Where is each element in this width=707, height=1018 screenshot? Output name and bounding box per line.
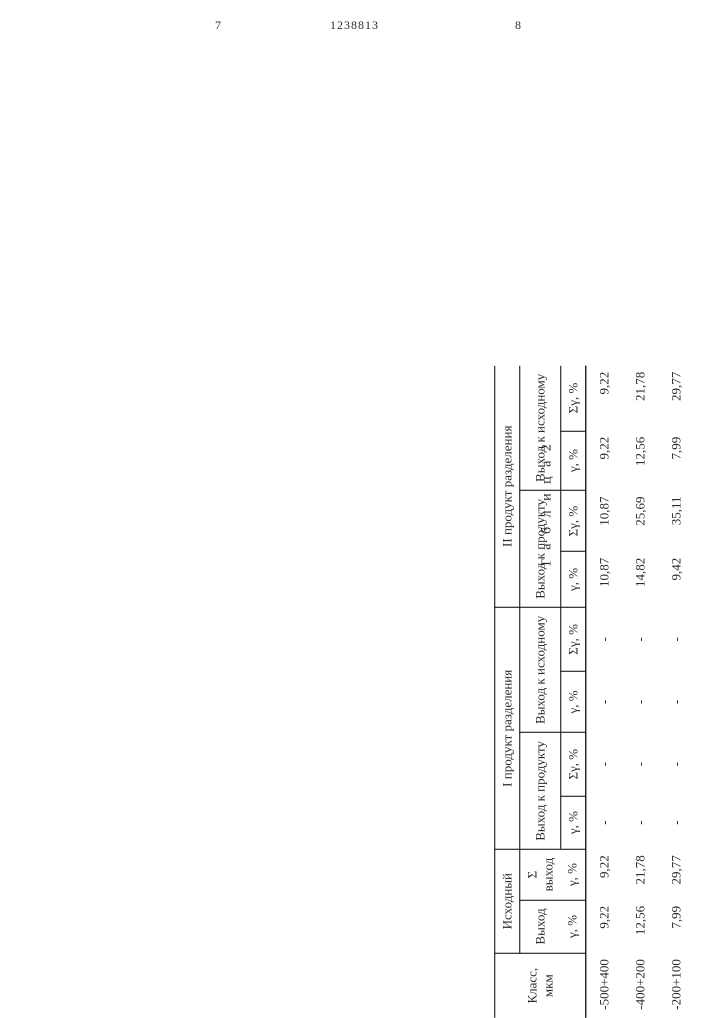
cell-p2_pg: 9,42 xyxy=(658,552,694,608)
hdr-p1-outprod: Выход к продукту xyxy=(520,732,561,849)
cell-p1_psg: - xyxy=(658,732,694,795)
cell-p2_og: 9,22 xyxy=(585,431,622,491)
hdr-p2o-gamma: γ, % xyxy=(560,431,585,491)
hdr-src-out: Выход xyxy=(520,900,561,953)
cell-p2_psg: 10,87 xyxy=(585,490,622,551)
cell-src_sg: 9,22 xyxy=(585,849,622,900)
cell-p2_og: 12,56 xyxy=(622,431,658,491)
cell-p2_psg: 25,69 xyxy=(622,490,658,551)
table-row: -200+1007,9929,77----9,4235,117,9929,77 xyxy=(658,366,694,1018)
cell-p1_pg: - xyxy=(658,796,694,849)
hdr-class: Класс, мкм xyxy=(495,953,586,1018)
cell-p2_osg: 56,43 xyxy=(694,366,707,431)
cell-p1_pg: - xyxy=(622,796,658,849)
cell-p2_osg: 9,22 xyxy=(585,366,622,431)
cell-p1_og: - xyxy=(694,671,707,732)
table-row: -500+4009,229,22----10,8710,879,229,22 xyxy=(585,366,622,1018)
cell-src_sg: 56,43 xyxy=(694,849,707,900)
cell-p1_osg: - xyxy=(585,607,622,671)
cell-src_sg: 29,77 xyxy=(658,849,694,900)
table-body: -500+4009,229,22----10,8710,879,229,22-4… xyxy=(585,366,707,1018)
cell-src_g: 7,99 xyxy=(658,900,694,953)
hdr-p1o-sumgamma: Σγ, % xyxy=(560,607,585,671)
cell-p2_psg: 35,11 xyxy=(658,490,694,551)
hdr-p1o-gamma: γ, % xyxy=(560,671,585,732)
cell-p2_osg: 21,78 xyxy=(622,366,658,431)
hdr-p1p-sumgamma: Σγ, % xyxy=(560,732,585,795)
hdr-p2o-sumgamma: Σγ, % xyxy=(560,366,585,431)
cell-p1_psg: - xyxy=(622,732,658,795)
data-table-container: Т а б л и ц а 2 Класс, мкм Исходный I пр… xyxy=(494,366,707,1018)
cell-src_g: 9,22 xyxy=(585,900,622,953)
hdr-source: Исходный xyxy=(495,849,520,953)
hdr-src-sumout: Σ выход xyxy=(520,849,561,900)
cell-p1_osg: - xyxy=(694,607,707,671)
table-row: -100+7126,6656,43----31,4466,5526,6656,4… xyxy=(694,366,707,1018)
cell-p2_pg: 31,44 xyxy=(694,552,707,608)
hdr-src-sumgamma: γ, % xyxy=(560,849,585,900)
hdr-src-gamma: γ, % xyxy=(560,900,585,953)
cell-p1_osg: - xyxy=(622,607,658,671)
cell-src_sg: 21,78 xyxy=(622,849,658,900)
cell-p2_psg: 66,55 xyxy=(694,490,707,551)
table-title: Т а б л и ц а 2 xyxy=(539,441,555,568)
cell-p1_psg: - xyxy=(694,732,707,795)
hdr-p2p-gamma: γ, % xyxy=(560,552,585,608)
hdr-p1-outsrc: Выход к исходному xyxy=(520,607,561,732)
cell-p2_osg: 29,77 xyxy=(658,366,694,431)
cell-p1_og: - xyxy=(658,671,694,732)
hdr-p2p-sumgamma: Σγ, % xyxy=(560,490,585,551)
cell-p2_pg: 14,82 xyxy=(622,552,658,608)
cell-cls: -100+71 xyxy=(694,953,707,1018)
cell-p2_og: 7,99 xyxy=(658,431,694,491)
cell-src_g: 12,56 xyxy=(622,900,658,953)
hdr-prod2: II продукт разделения xyxy=(495,366,520,608)
document-number: 1238813 xyxy=(330,18,379,33)
cell-p1_pg: - xyxy=(585,796,622,849)
cell-p1_psg: - xyxy=(585,732,622,795)
hdr-p1p-gamma: γ, % xyxy=(560,796,585,849)
cell-cls: -400+200 xyxy=(622,953,658,1018)
page-number-right: 8 xyxy=(515,18,521,33)
cell-p1_osg: - xyxy=(658,607,694,671)
cell-p1_og: - xyxy=(622,671,658,732)
page-number-left: 7 xyxy=(215,18,221,33)
cell-p2_pg: 10,87 xyxy=(585,552,622,608)
cell-p2_og: 26,66 xyxy=(694,431,707,491)
cell-src_g: 26,66 xyxy=(694,900,707,953)
cell-cls: -500+400 xyxy=(585,953,622,1018)
cell-cls: -200+100 xyxy=(658,953,694,1018)
cell-p1_pg: - xyxy=(694,796,707,849)
hdr-prod1: I продукт разделения xyxy=(495,607,520,849)
cell-p1_og: - xyxy=(585,671,622,732)
table-row: -400+20012,5621,78----14,8225,6912,5621,… xyxy=(622,366,658,1018)
data-table: Класс, мкм Исходный I продукт разделения… xyxy=(494,366,707,1018)
